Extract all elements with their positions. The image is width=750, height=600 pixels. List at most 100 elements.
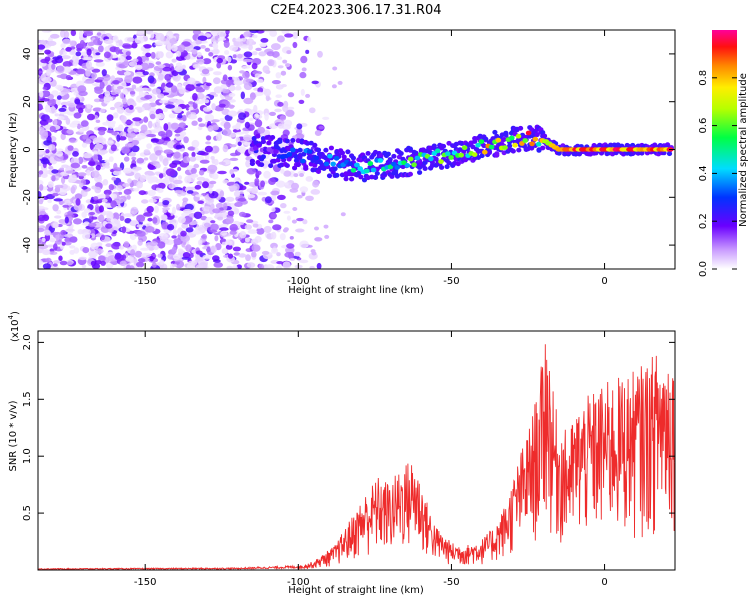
spectrogram-noise-cell [168,98,177,102]
spectrogram-noise-cell [111,131,118,136]
spectrogram-cell [535,141,542,147]
x-tick-label: -100 [287,276,310,287]
spectrogram-noise-cell [212,208,221,214]
spectrogram-noise-cell [121,226,127,234]
spectrogram-noise-cell [81,165,88,169]
spectrogram-noise-cell [66,88,71,93]
spectrogram-noise-cell [116,106,125,114]
spectrogram-cell [332,166,338,172]
spectrogram-cell [315,147,322,153]
spectrogram-cell [394,165,401,170]
spectrogram-noise-cell [158,99,169,104]
spectrogram-noise-cell [299,259,309,264]
spectrogram-cell [323,147,329,153]
spectrogram-noise-cell [44,233,51,242]
spectrogram-noise-cell [78,90,88,97]
spectrogram-noise-cell [114,254,125,261]
snr-frame [37,330,676,571]
spectrogram-cell [541,133,548,139]
spectrogram-noise-cell [69,249,75,255]
spectrogram-noise-cell [40,158,50,165]
spectrogram-cell [540,145,546,151]
spectrogram-noise-cell [236,146,247,153]
spectrogram-noise-cell [277,194,286,200]
spectrogram-noise-cell [277,101,284,107]
spectrogram-cell [356,170,362,176]
spectrogram-noise-cell [69,97,76,104]
spectrogram-noise-cell [51,105,56,114]
spectrogram-noise-cell [255,47,262,52]
spectrogram-noise-cell [130,206,139,215]
spectrogram-cell [478,139,485,145]
spectrogram-noise-cell [268,177,276,185]
x-tick-label: -150 [134,276,157,287]
x-tick-label: -100 [287,577,310,588]
spectrogram-noise-cell [270,213,277,219]
spectrogram-cell [259,162,265,168]
spectrogram-noise-cell [64,237,72,243]
spectrogram-cell [411,162,417,168]
spectrogram-noise-cell [243,97,254,105]
spectrogram-noise-cell [286,215,291,221]
spectrogram-cell [536,148,542,153]
spectrogram-cell [345,149,351,155]
spectrogram-noise-cell [113,167,123,172]
spectrogram-cell [422,160,428,166]
spectrogram-noise-cell [92,38,103,46]
svg-text:(x104): (x104) [7,311,21,342]
spectrogram-cell [328,145,334,151]
spectrogram-noise-cell [48,165,54,170]
spectrogram-noise-cell [122,97,127,105]
spectrogram-cell [333,155,340,161]
spectrogram-cell [407,146,413,152]
spectrogram-noise-cell [122,183,130,187]
spectrogram-cell [297,147,303,153]
spectrogram-noise-cell [110,193,118,199]
spectrogram-cell [509,135,515,141]
spectrogram-cell [378,153,384,159]
spectrogram-noise-cell [282,261,291,269]
spectrogram-noise-cell [123,213,133,218]
spectrogram-noise-cell [100,108,106,114]
spectrogram-noise-cell [208,187,213,194]
spectrogram-noise-cell [176,203,181,211]
spectrogram-noise-cell [237,185,247,191]
spectrogram-noise-cell [245,160,251,168]
spectrogram-cell [372,174,379,180]
spectrogram-noise-cell [170,122,180,129]
spectrogram-noise-cell [294,133,305,140]
spectrogram-noise-cell [81,222,91,226]
spectrogram-noise-cell [130,249,136,257]
spectrogram-noise-cell [186,176,196,183]
spectrogram-noise-cell [85,69,91,77]
spectrogram-noise-cell [210,220,216,224]
spectrogram-noise-cell [150,32,155,39]
spectrogram-noise-cell [46,40,57,47]
spectrogram-noise-cell [143,212,153,217]
spectrogram-cell [532,136,539,142]
spectrogram-noise-cell [251,244,261,252]
spectrogram-noise-cell [121,254,127,261]
spectrogram-noise-cell [256,227,265,235]
spectrogram-noise-cell [192,30,201,35]
spectrogram-noise-cell [227,110,238,117]
spectrogram-noise-cell [296,123,303,130]
spectrogram-noise-cell [147,189,156,197]
spectrogram-noise-cell [202,254,212,260]
spectrogram-noise-cell [296,217,304,222]
spectrogram-noise-cell [163,123,169,131]
spectrogram-noise-cell [82,57,89,61]
spectrogram-noise-cell [79,30,83,38]
spectrogram-noise-cell [79,182,84,188]
spectrogram-noise-cell [200,235,206,239]
spectrogram-noise-cell [147,75,155,84]
spectrogram-cell [256,143,262,148]
spectrogram-cell [290,138,296,143]
spectrogram-noise-cell [228,104,235,109]
spectrogram-noise-cell [62,38,71,45]
spectrogram-cell [249,158,255,164]
spectrogram-noise-cell [268,219,274,224]
spectrogram-noise-cell [98,255,106,262]
spectrogram-noise-cell [114,127,123,132]
spectrogram-noise-cell [227,240,233,246]
